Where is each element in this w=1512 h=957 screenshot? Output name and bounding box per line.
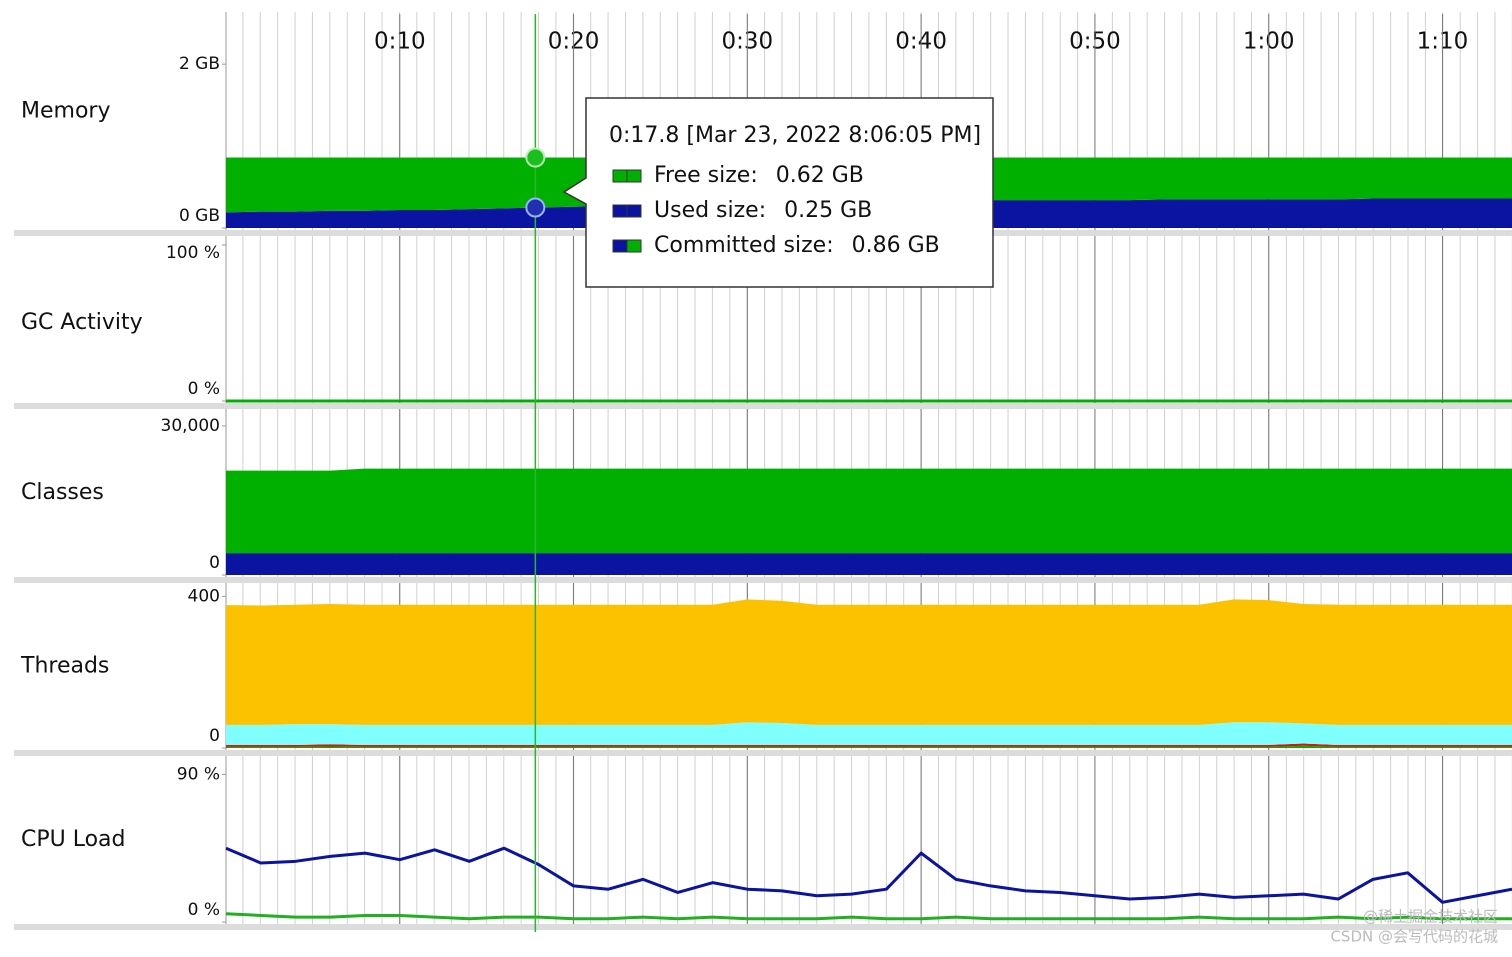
panel-separator bbox=[14, 577, 1512, 583]
area bbox=[226, 553, 1512, 575]
tooltip-title: 0:17.8 [Mar 23, 2022 8:06:05 PM] bbox=[609, 123, 981, 148]
swatch-right bbox=[626, 204, 642, 218]
swatch-right bbox=[626, 169, 642, 183]
y-tick-label: 400 bbox=[188, 586, 220, 606]
swatch-left bbox=[612, 169, 628, 183]
free-marker bbox=[525, 147, 546, 168]
panel-label: Memory bbox=[21, 99, 110, 124]
overlay: 0:17.8 [Mar 23, 2022 8:06:05 PM] Free siz… bbox=[525, 14, 1498, 946]
panel-label: GC Activity bbox=[21, 310, 143, 335]
area bbox=[226, 599, 1512, 725]
swatch-left bbox=[612, 239, 628, 253]
y-tick-label: 30,000 bbox=[161, 416, 220, 436]
line bbox=[225, 846, 1512, 904]
tooltip-value: 0.86 GB bbox=[852, 233, 940, 258]
y-tick-label: 0 % bbox=[188, 900, 220, 920]
tooltip-value: 0.62 GB bbox=[776, 163, 864, 188]
tooltip-value: 0.25 GB bbox=[784, 198, 872, 223]
y-tick-label: 100 % bbox=[166, 243, 220, 263]
panel-separator bbox=[14, 924, 1512, 930]
y-tick-label: 0 bbox=[209, 553, 220, 573]
panel-separator bbox=[14, 750, 1512, 756]
tooltip-box bbox=[562, 97, 994, 288]
panel-label: Classes bbox=[21, 480, 104, 505]
panel-label: CPU Load bbox=[21, 827, 126, 852]
swatch-right bbox=[626, 239, 642, 253]
line bbox=[225, 912, 1512, 921]
y-tick-label: 2 GB bbox=[179, 54, 220, 74]
watermark: CSDN @会写代码的花城 bbox=[1330, 928, 1498, 946]
y-tick-label: 0 GB bbox=[179, 206, 220, 226]
panel-label: Threads bbox=[20, 654, 109, 679]
y-tick-label: 0 % bbox=[188, 379, 220, 399]
y-tick-label: 0 bbox=[209, 726, 220, 746]
panel-separator bbox=[14, 403, 1512, 409]
tooltip-label: Used size: bbox=[654, 198, 766, 223]
watermark: @稀土掘金技术社区 bbox=[1363, 908, 1498, 926]
area bbox=[226, 468, 1512, 554]
used-marker bbox=[525, 197, 546, 218]
swatch-left bbox=[612, 204, 628, 218]
tooltip-label: Committed size: bbox=[654, 233, 834, 258]
tooltip-label: Free size: bbox=[654, 163, 758, 188]
marks bbox=[225, 157, 1512, 921]
area bbox=[226, 722, 1512, 745]
area bbox=[226, 743, 1512, 747]
y-tick-label: 90 % bbox=[177, 764, 220, 784]
